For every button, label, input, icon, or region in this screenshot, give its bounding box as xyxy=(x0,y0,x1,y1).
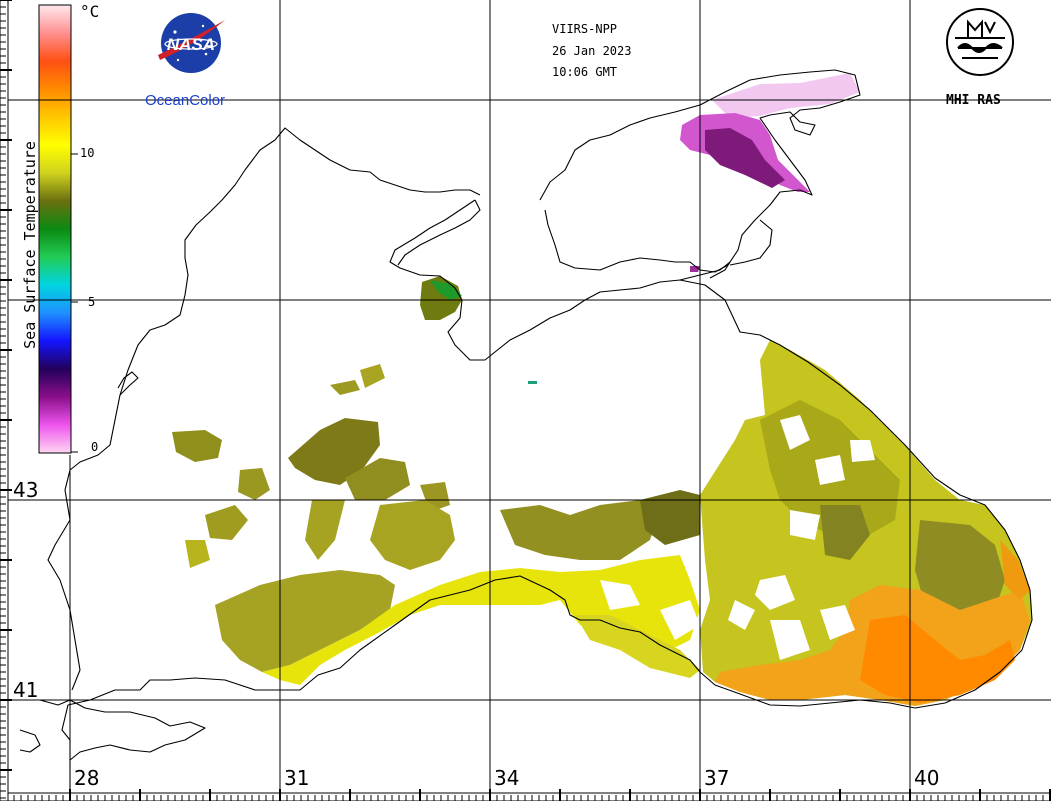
central-sst-patch xyxy=(500,500,660,560)
colorbar-unit: °C xyxy=(80,2,100,21)
sst-speck xyxy=(528,381,537,384)
nasa-logo: NASA xyxy=(158,13,225,73)
western-sst-patch xyxy=(205,505,248,540)
left-scale-bar xyxy=(0,0,12,801)
western-sst-patch xyxy=(185,540,210,568)
azov-sst-patch xyxy=(705,128,785,188)
cloud-gaps xyxy=(600,415,875,660)
western-sst-patch xyxy=(360,364,385,388)
colorbar-ramp xyxy=(39,5,71,453)
colorbar-tick-10: 10 xyxy=(80,146,95,160)
longitude-label-31: 31 xyxy=(284,766,310,790)
latitude-label-41: 41 xyxy=(13,678,39,702)
nasa-wordmark: NASA xyxy=(167,35,215,54)
western-sst-patch xyxy=(305,500,345,560)
colorbar-title: Sea Surface Temperature xyxy=(21,141,39,349)
colorbar xyxy=(38,4,78,454)
southern-sst-band xyxy=(215,570,395,672)
latitude-label-43: 43 xyxy=(13,478,39,502)
warm-sst-zone xyxy=(1000,540,1030,600)
mhi-ras-label: MHI RAS xyxy=(946,93,1001,108)
sst-data-layer xyxy=(172,73,1032,706)
western-sst-patch xyxy=(288,418,380,485)
coastline xyxy=(19,69,1033,800)
sensor-label: VIIRS-NPP xyxy=(552,22,618,36)
eastern-sst-basin xyxy=(820,505,870,560)
western-sst-patch xyxy=(345,458,410,500)
western-sst-patch xyxy=(330,380,360,395)
southern-sst-band xyxy=(575,615,700,678)
oceancolor-label: OceanColor xyxy=(145,92,226,109)
longitude-label-37: 37 xyxy=(704,766,730,790)
western-sst-patch xyxy=(370,500,455,570)
southern-sst-band xyxy=(262,555,700,685)
mhi-ras-logo xyxy=(946,8,1014,76)
colorbar-tick-5: 5 xyxy=(88,295,96,309)
azov-sst-patch xyxy=(712,73,860,118)
colorbar-tick-0: 0 xyxy=(91,440,99,454)
western-sst-patch xyxy=(238,468,270,500)
date-label: 26 Jan 2023 xyxy=(552,44,632,58)
bottom-scale-bar xyxy=(0,789,1051,801)
central-sst-patch xyxy=(640,490,700,545)
time-label: 10:06 GMT xyxy=(552,65,618,79)
western-sst-patch xyxy=(172,430,222,462)
longitude-label-28: 28 xyxy=(74,766,100,790)
warm-sst-zone xyxy=(860,615,1015,703)
longitude-label-40: 40 xyxy=(914,766,940,790)
crimea-sst-patch xyxy=(430,280,462,300)
longitude-label-34: 34 xyxy=(494,766,520,790)
